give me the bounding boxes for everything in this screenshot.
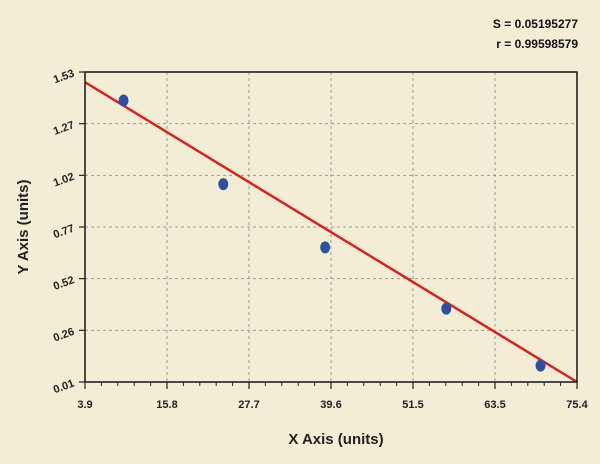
y-axis-label: Y Axis (units) bbox=[15, 179, 32, 274]
data-point bbox=[118, 94, 129, 107]
data-point bbox=[535, 359, 546, 372]
r-stat-label: r = 0.99598579 bbox=[496, 37, 578, 51]
fit-line bbox=[84, 81, 578, 384]
grid-lines bbox=[85, 72, 577, 382]
x-tick-label: 39.6 bbox=[320, 399, 341, 411]
x-tick-label: 75.4 bbox=[566, 399, 588, 411]
x-tick-label: 15.8 bbox=[156, 399, 177, 411]
x-tick-labels: 3.9 15.8 27.7 39.6 51.5 63.5 75.4 bbox=[77, 399, 588, 411]
x-tick-label: 63.5 bbox=[484, 399, 505, 411]
y-tick-label: 0.77 bbox=[52, 223, 76, 242]
fit-line-group bbox=[84, 81, 578, 384]
y-tick-labels: 0.01 0.26 0.52 0.77 1.02 1.27 1.53 bbox=[52, 68, 76, 397]
plot-frame bbox=[84, 71, 578, 383]
x-tick-label: 3.9 bbox=[77, 399, 92, 411]
y-tick-label: 0.26 bbox=[52, 326, 76, 345]
y-tick-label: 1.27 bbox=[52, 119, 76, 138]
y-tick-label: 0.52 bbox=[52, 274, 76, 293]
data-points bbox=[118, 94, 546, 372]
data-point bbox=[320, 241, 331, 254]
x-tick-label: 27.7 bbox=[238, 399, 259, 411]
y-tick-label: 1.53 bbox=[52, 68, 76, 87]
data-point bbox=[441, 302, 452, 315]
y-tick-label: 0.01 bbox=[52, 378, 76, 397]
s-stat-label: S = 0.05195277 bbox=[493, 17, 578, 31]
x-tick-label: 51.5 bbox=[402, 399, 423, 411]
axes bbox=[79, 71, 578, 389]
x-axis-label: X Axis (units) bbox=[288, 431, 383, 448]
data-point bbox=[218, 178, 229, 191]
y-tick-label: 1.02 bbox=[52, 171, 76, 190]
